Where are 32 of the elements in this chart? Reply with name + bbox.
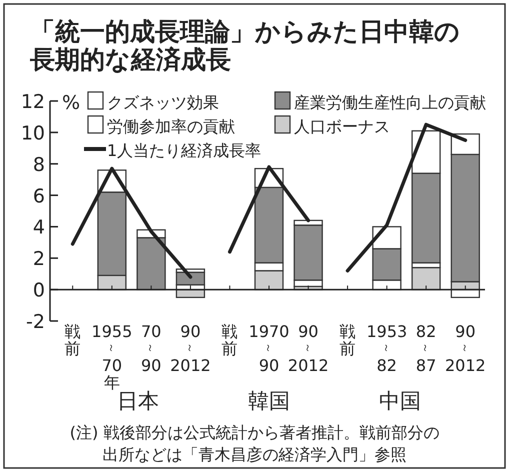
y-tick-label: 12 — [20, 91, 45, 113]
y-tick-label: 8 — [32, 154, 45, 176]
x-tick-label: 戦前 — [340, 322, 356, 358]
legend-label: 1人当たり経済成長率 — [107, 141, 262, 160]
y-tick-label: 10 — [20, 122, 45, 144]
x-tick-label: 90 ～ 2012 — [445, 322, 486, 375]
y-tick-label: 2 — [32, 248, 45, 270]
text: 韓国 — [248, 389, 290, 413]
y-tick-label: -2 — [26, 311, 45, 333]
bar — [411, 266, 441, 290]
x-tick-label: 1955 ～ 70 年 — [92, 322, 132, 392]
x-tick-label: 1953 ～ 82 — [366, 322, 408, 375]
y-tick-label: 6 — [32, 185, 45, 208]
x-tick-label: 戦前 — [222, 322, 238, 358]
legend-label: 人口ボーナス — [294, 117, 390, 136]
x-tick-label: 戦前 — [64, 322, 81, 358]
x-tick-label: 82 ～ 87 — [416, 322, 436, 375]
line-series — [70, 166, 192, 279]
text: (注) 戦後部分は公式統計から著者推計。戦前部分の出所などは「青木昌彦の経済学入門」参照 — [70, 423, 440, 464]
legend-label: クズネッツ効果 — [107, 93, 219, 112]
legend-label: 産業労働生産性向上の貢献 — [294, 93, 486, 112]
text: 中国 — [378, 389, 421, 413]
x-tick-label: 1970 ～ 90 — [248, 322, 290, 375]
text: 日本 — [117, 389, 160, 413]
chart-title: 「統一的成長理論」からみた日中韓の長期的な経済成長 — [29, 17, 460, 74]
y-tick-label: 0 — [32, 280, 45, 302]
y-tick-label: 4 — [32, 216, 45, 239]
y-axis-title: % — [62, 92, 80, 114]
legend-label: 労働参加率の貢献 — [107, 117, 235, 136]
x-tick-label: 70 ～ 90 — [141, 322, 162, 375]
x-tick-label: 90 ～ 2012 — [170, 322, 211, 375]
x-tick-label: 90 ～ 2012 — [288, 322, 329, 375]
